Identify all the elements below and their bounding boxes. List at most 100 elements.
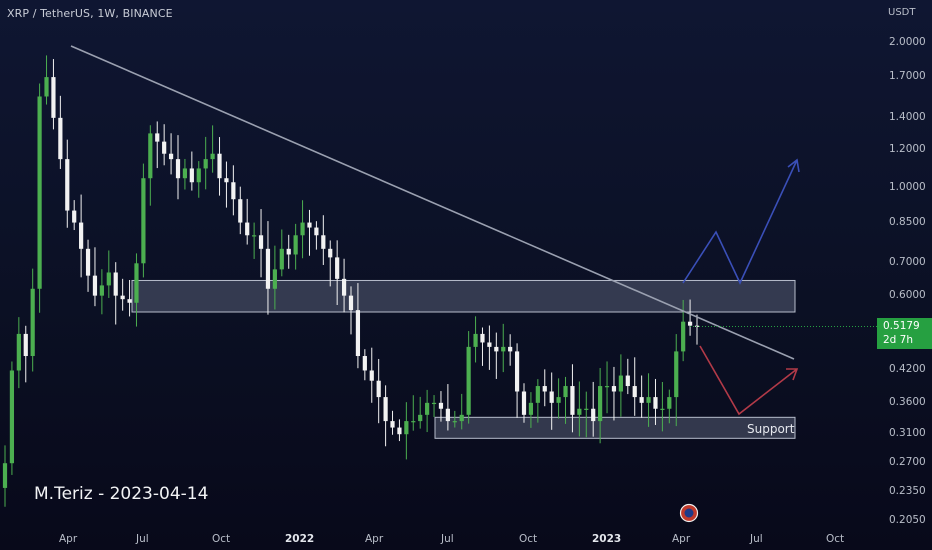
candle — [542, 386, 547, 392]
candle — [514, 351, 520, 392]
price-tick: 0.2350 — [889, 485, 926, 498]
candle — [162, 141, 167, 154]
candle — [279, 248, 284, 270]
candle — [535, 386, 540, 403]
candle — [611, 386, 617, 392]
author-watermark: M.Teriz - 2023-04-14 — [34, 484, 209, 504]
time-tick: Apr — [59, 533, 78, 545]
candle — [369, 370, 374, 381]
candle — [653, 397, 658, 409]
time-tick: Oct — [519, 533, 538, 545]
candle — [85, 248, 91, 276]
candle — [217, 153, 222, 179]
price-tick: 0.8500 — [889, 215, 926, 228]
candle — [480, 333, 485, 343]
candle — [639, 397, 644, 403]
price-tick: 2.0000 — [889, 36, 926, 48]
candle — [65, 159, 70, 211]
candle — [431, 402, 437, 405]
candle — [16, 333, 21, 371]
symbol-header: XRP / TetherUS, 1W, BINANCE — [7, 7, 173, 20]
candle — [300, 222, 305, 236]
candle — [681, 321, 686, 352]
price-tick: 0.2700 — [889, 456, 926, 469]
time-tick: Jul — [441, 533, 454, 545]
candle — [674, 351, 679, 398]
candle — [141, 178, 146, 264]
candle — [30, 288, 35, 357]
time-tick: Apr — [365, 533, 384, 545]
candle — [487, 342, 492, 347]
candle — [355, 310, 361, 357]
candle — [37, 96, 42, 289]
candle — [175, 159, 181, 179]
bullish-arrowhead — [787, 158, 800, 173]
time-tick: 2023 — [592, 533, 622, 545]
candle — [501, 346, 506, 352]
candle — [321, 235, 326, 249]
candle — [245, 222, 250, 236]
candle — [2, 463, 8, 488]
candle — [411, 421, 416, 423]
candle — [99, 285, 104, 296]
candle — [231, 182, 236, 200]
candle — [265, 248, 271, 289]
candle — [667, 397, 672, 409]
candle — [508, 346, 513, 352]
candle — [189, 168, 194, 183]
candle — [328, 248, 333, 258]
candle — [127, 299, 132, 303]
candle — [438, 402, 444, 409]
candle — [556, 397, 561, 403]
price-tick: 1.4000 — [889, 110, 926, 123]
candle — [120, 295, 125, 300]
candle — [687, 321, 693, 326]
candle — [563, 386, 568, 398]
candle — [293, 235, 298, 255]
time-tick: Jul — [136, 533, 149, 545]
candle — [148, 133, 153, 179]
candle — [584, 408, 589, 410]
price-tick: 0.3600 — [889, 395, 926, 408]
candle — [58, 117, 63, 160]
trendline — [70, 45, 795, 360]
price-tick: 0.3100 — [889, 427, 926, 440]
candle — [348, 295, 354, 311]
time-tick: Oct — [212, 533, 231, 545]
price-tick: 1.0000 — [889, 181, 926, 194]
candle — [528, 402, 534, 415]
candle — [44, 77, 49, 97]
time-tick: Oct — [826, 533, 845, 545]
price-tick: 1.7000 — [889, 70, 926, 83]
candle — [618, 375, 623, 392]
candle — [341, 278, 347, 296]
candle — [168, 153, 174, 160]
bearish-projection — [699, 345, 798, 416]
price-tick: 1.2000 — [889, 143, 926, 156]
candle — [134, 263, 139, 303]
candle — [113, 272, 118, 296]
candle — [591, 408, 596, 422]
candle — [646, 397, 651, 403]
resistance-zone — [131, 279, 796, 313]
candle — [335, 257, 340, 279]
candle — [418, 414, 423, 422]
candle — [79, 222, 84, 249]
candle — [445, 408, 450, 422]
currency-label: USDT — [888, 7, 916, 18]
candle — [570, 386, 575, 415]
bearish-arrowhead — [786, 368, 799, 381]
candle — [182, 168, 188, 179]
support-zone — [434, 416, 796, 439]
candle — [397, 427, 402, 435]
last-price-badge: 0.5179 2d 7h — [877, 318, 932, 349]
candle — [362, 356, 367, 371]
candle — [252, 235, 257, 237]
candle — [155, 133, 160, 142]
candle — [494, 346, 499, 352]
candle — [466, 346, 471, 415]
candle — [314, 227, 319, 236]
